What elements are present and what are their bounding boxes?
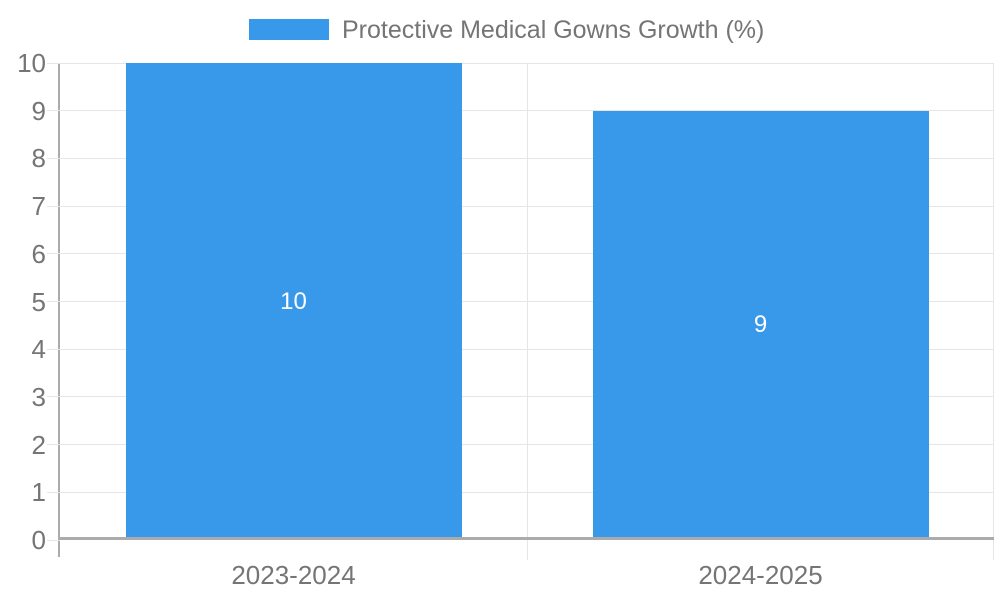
y-axis-tick-label: 1	[31, 477, 46, 508]
y-axis-tick-label: 9	[31, 95, 46, 126]
y-axis-tick	[47, 157, 60, 159]
y-axis-tick-label: 7	[31, 191, 46, 222]
legend-label[interactable]: Protective Medical Gowns Growth (%)	[342, 16, 765, 44]
plot-area: 10 9 2023-2024 2024-2025	[47, 62, 994, 590]
legend-swatch[interactable]	[249, 19, 329, 40]
y-axis-tick-label: 3	[31, 381, 46, 412]
y-axis-tick	[47, 253, 60, 255]
bar-value-label: 10	[280, 287, 307, 315]
x-axis-category-label: 2024-2025	[698, 560, 823, 590]
y-axis-line	[58, 63, 60, 557]
y-axis-tick	[47, 396, 60, 398]
y-axis-tick	[47, 301, 60, 302]
y-axis-tick	[47, 539, 60, 541]
y-axis-tick	[47, 348, 60, 350]
x-axis-line	[60, 537, 994, 540]
y-axis-tick-label: 8	[31, 143, 46, 174]
y-axis-tick-label: 5	[31, 286, 46, 317]
y-axis-tick	[47, 110, 60, 112]
category-divider-line	[526, 63, 528, 560]
y-axis-tick	[47, 444, 60, 446]
y-axis-tick-label: 10	[17, 48, 46, 78]
bar[interactable]: 9	[592, 110, 929, 540]
y-axis-tick	[47, 62, 60, 64]
plot-right-border	[993, 63, 994, 560]
y-axis-tick	[47, 491, 60, 493]
y-axis-tick-label: 6	[31, 238, 46, 269]
bar-value-label: 9	[753, 311, 768, 339]
y-axis-tick-label: 0	[31, 525, 46, 555]
y-axis-tick-label: 2	[31, 429, 46, 460]
y-axis-tick-label: 4	[31, 334, 46, 365]
y-axis-tick	[47, 205, 60, 207]
bar[interactable]: 10	[125, 63, 462, 540]
x-axis-category-label: 2023-2024	[231, 560, 356, 590]
